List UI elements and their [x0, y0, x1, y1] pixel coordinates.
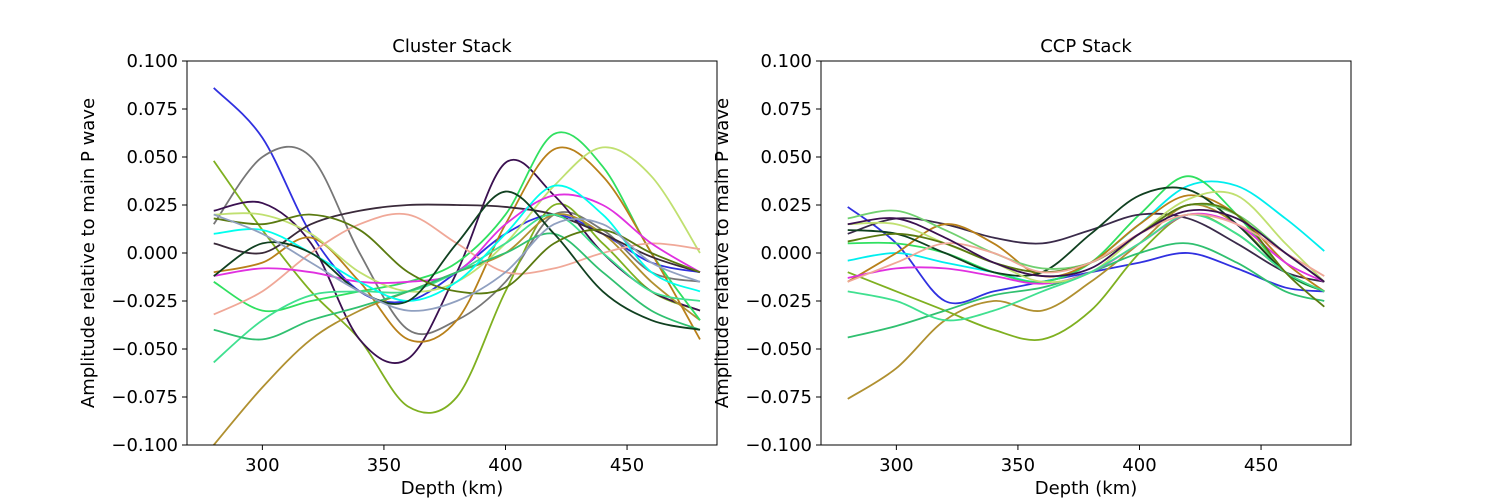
ccp-stack-y-tick-label: 0.050 — [760, 147, 812, 168]
cluster-stack-x-tick-label: 300 — [245, 455, 279, 476]
cluster-stack-series-line — [213, 160, 701, 414]
cluster-stack-y-tick-label: 0.025 — [126, 195, 178, 216]
ccp-stack-y-tick-label: 0.075 — [760, 99, 812, 120]
ccp-stack-series-line — [847, 212, 1325, 283]
cluster-stack-y-tick-label: −0.100 — [111, 435, 178, 456]
cluster-stack-series-line — [213, 146, 701, 343]
cluster-stack-series-line — [213, 145, 701, 336]
cluster-stack-y-tick-label: 0.075 — [126, 99, 178, 120]
cluster-stack-series-line — [213, 184, 701, 302]
cluster-stack-series-line — [213, 146, 701, 293]
cluster-stack-series-line — [213, 190, 701, 331]
cluster-stack-series-group — [213, 87, 701, 445]
ccp-stack-y-tick-label: −0.100 — [745, 435, 812, 456]
ccp-stack-series-line — [847, 194, 1325, 293]
cluster-stack-series-line — [213, 213, 701, 312]
cluster-stack-y-tick-label: 0.050 — [126, 147, 178, 168]
ccp-stack-xlabel: Depth (km) — [1035, 478, 1138, 499]
cluster-stack-x-tick-label: 450 — [610, 455, 644, 476]
cluster-stack-ylabel: Amplitude relative to main P wave — [78, 98, 99, 408]
cluster-stack-series-line — [213, 213, 701, 295]
cluster-stack-title: Cluster Stack — [392, 36, 512, 57]
cluster-stack-panel: Cluster Stack Depth (km) Amplitude relat… — [78, 36, 718, 499]
ccp-stack-y-tick-label: −0.075 — [745, 387, 812, 408]
cluster-stack-series-line — [213, 131, 701, 321]
cluster-stack-x-tick-label: 350 — [367, 455, 401, 476]
ccp-stack-y-tick-label: 0.025 — [760, 195, 812, 216]
cluster-stack-y-tick-label: −0.025 — [111, 291, 178, 312]
cluster-stack-series-line — [213, 213, 701, 364]
cluster-stack-series-line — [213, 203, 701, 274]
cluster-stack-x-tick-label: 400 — [488, 455, 522, 476]
ccp-stack-panel: CCP Stack Depth (km) Amplitude relative … — [712, 36, 1352, 499]
ccp-stack-y-tick-label: −0.050 — [745, 339, 812, 360]
cluster-stack-y-tick-label: 0.100 — [126, 51, 178, 72]
ccp-stack-x-tick-label: 400 — [1122, 455, 1156, 476]
ccp-stack-series-group — [847, 175, 1325, 400]
cluster-stack-y-tick-label: −0.050 — [111, 339, 178, 360]
ccp-stack-y-tick-label: 0.000 — [760, 243, 812, 264]
cluster-stack-series-line — [213, 232, 701, 341]
ccp-stack-x-tick-label: 450 — [1244, 455, 1278, 476]
cluster-stack-y-tick-label: −0.075 — [111, 387, 178, 408]
cluster-stack-xlabel: Depth (km) — [401, 478, 504, 499]
ccp-stack-y-tick-label: 0.100 — [760, 51, 812, 72]
ccp-stack-x-tick-label: 350 — [1001, 455, 1035, 476]
cluster-stack-y-tick-label: 0.000 — [126, 243, 178, 264]
ccp-stack-series-line — [847, 206, 1325, 305]
ccp-stack-title: CCP Stack — [1040, 36, 1132, 57]
ccp-stack-series-line — [847, 213, 1325, 322]
ccp-stack-y-tick-label: −0.025 — [745, 291, 812, 312]
ccp-stack-series-line — [847, 213, 1325, 283]
ccp-stack-series-line — [847, 208, 1325, 283]
cluster-stack-series-line — [213, 212, 701, 316]
ccp-stack-ylabel: Amplitude relative to main P wave — [712, 98, 733, 408]
ccp-stack-x-tick-label: 300 — [879, 455, 913, 476]
